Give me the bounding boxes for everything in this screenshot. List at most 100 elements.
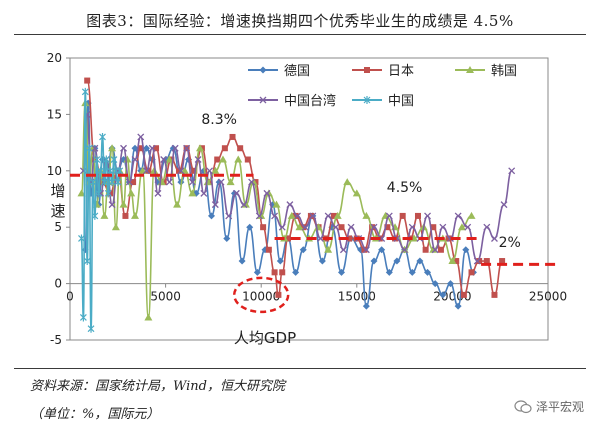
data-point	[183, 144, 191, 152]
data-point	[177, 167, 185, 175]
data-point	[246, 223, 254, 231]
data-point	[110, 155, 118, 164]
data-point	[362, 211, 371, 219]
data-point	[454, 302, 462, 310]
data-point	[483, 223, 491, 231]
source-divider	[14, 368, 586, 369]
data-point	[370, 257, 378, 265]
x-tick-label: 5000	[150, 290, 181, 304]
data-point	[464, 223, 472, 231]
data-point	[272, 200, 281, 208]
data-point	[91, 211, 99, 220]
data-point	[292, 212, 299, 219]
data-point	[260, 224, 267, 231]
data-point	[439, 223, 447, 231]
data-point	[263, 189, 271, 197]
data-point	[292, 268, 300, 276]
plot-frame	[69, 57, 549, 341]
y-tick-label: -5	[50, 333, 62, 347]
data-point	[188, 178, 196, 186]
data-point	[393, 257, 401, 265]
data-point	[347, 223, 355, 231]
data-point	[276, 257, 284, 265]
data-point	[324, 245, 333, 253]
data-point	[466, 66, 474, 73]
data-point	[83, 257, 91, 266]
data-point	[130, 179, 137, 186]
data-point	[414, 212, 421, 219]
data-point	[431, 246, 439, 254]
data-point	[244, 156, 251, 163]
data-point	[211, 201, 219, 209]
data-point	[271, 212, 279, 220]
data-point	[364, 67, 370, 73]
y-axis-label-char: 增	[50, 182, 65, 200]
data-point	[422, 246, 429, 253]
data-point	[160, 156, 168, 163]
legend-label: 中国	[388, 94, 414, 109]
data-point	[384, 224, 391, 231]
data-point	[230, 189, 238, 197]
data-point	[429, 245, 438, 253]
data-point	[214, 156, 221, 163]
data-point	[211, 166, 220, 174]
data-point	[131, 211, 140, 219]
data-point	[343, 178, 352, 186]
data-point	[223, 234, 231, 242]
data-point	[339, 246, 347, 254]
unit-note: （单位：%，国际元）	[30, 407, 160, 422]
data-point	[295, 223, 304, 231]
data-point	[144, 313, 153, 321]
data-point	[284, 235, 291, 242]
watermark: 泽平宏观	[514, 398, 584, 415]
data-point	[275, 291, 282, 298]
data-point	[108, 178, 116, 187]
data-point	[188, 189, 197, 197]
data-point	[439, 291, 447, 299]
data-point	[259, 96, 267, 104]
data-point	[78, 234, 85, 243]
data-point	[408, 268, 416, 276]
data-point	[257, 211, 266, 219]
data-point	[362, 302, 370, 310]
data-point	[324, 212, 332, 220]
data-point	[401, 246, 409, 254]
data-point	[226, 178, 235, 186]
x-tick-label: 25000	[529, 290, 567, 304]
data-point	[454, 212, 462, 220]
data-point	[234, 155, 243, 163]
y-tick-label: 5	[54, 220, 62, 234]
data-point	[99, 132, 106, 141]
data-point	[148, 144, 156, 152]
data-point	[89, 178, 97, 187]
y-tick-label: 20	[47, 51, 62, 65]
data-point	[265, 246, 272, 253]
source-note: 资料来源：国家统计局，Wind，恒大研究院	[30, 379, 285, 394]
data-point	[333, 211, 342, 219]
data-point	[84, 77, 91, 84]
data-point	[317, 235, 324, 242]
series-日本	[84, 77, 506, 298]
data-point	[137, 133, 145, 141]
data-point	[301, 223, 309, 231]
data-point	[225, 212, 233, 220]
data-point	[476, 258, 483, 265]
data-point	[77, 189, 86, 197]
data-point	[491, 291, 498, 298]
data-point	[448, 257, 457, 265]
y-tick-label: 15	[47, 107, 62, 121]
data-point	[145, 167, 152, 174]
title-bar: 图表3：国际经验：增速换挡期四个优秀毕业生的成绩是 4.5%	[0, 0, 600, 38]
data-point	[259, 66, 267, 74]
series-韩国	[77, 99, 476, 321]
legend-item: 日本	[352, 64, 414, 79]
data-point	[100, 211, 109, 219]
data-point	[143, 167, 150, 175]
data-point	[229, 133, 236, 140]
data-point	[165, 155, 174, 163]
y-axis-label-char: 速	[50, 202, 65, 220]
data-point	[437, 246, 444, 253]
legend-label: 韩国	[491, 64, 517, 79]
data-point	[473, 257, 481, 265]
